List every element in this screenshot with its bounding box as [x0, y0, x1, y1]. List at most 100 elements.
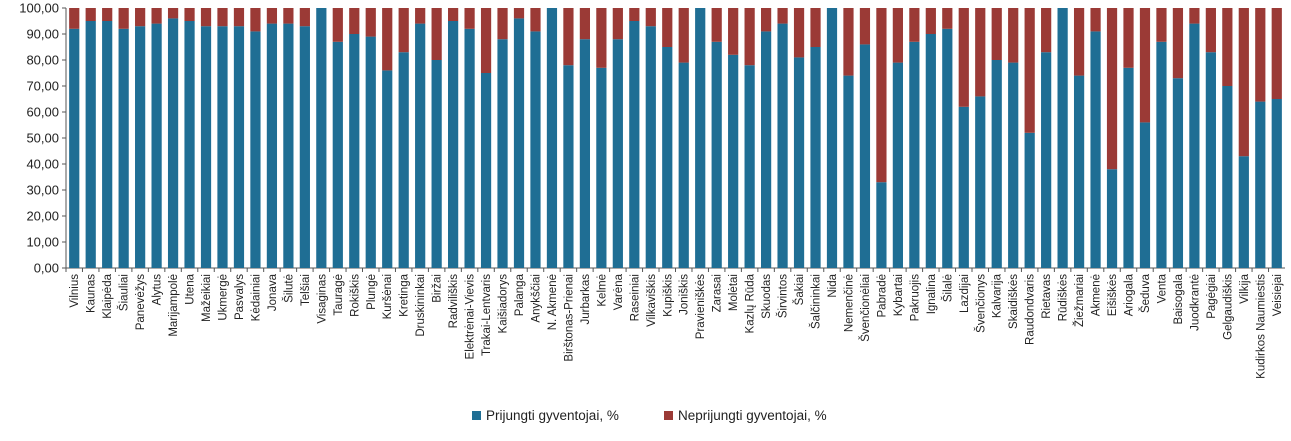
bar-prijungti [299, 26, 310, 269]
bar-neprijungti [728, 8, 739, 55]
bar-prijungti [1156, 41, 1167, 268]
x-tick-label: Kaunas [86, 274, 98, 313]
bar-neprijungti [69, 8, 80, 29]
bar-prijungti [382, 70, 393, 269]
bar-neprijungti [1106, 8, 1118, 170]
legend-label-prijungti: Prijungti gyventojai, % [486, 408, 619, 423]
bar-neprijungti [448, 8, 459, 21]
bar-prijungti [1073, 75, 1085, 268]
x-tick-label: Eišiškės [1107, 274, 1119, 316]
bar-neprijungti [1271, 8, 1282, 99]
bar-prijungti [1090, 31, 1101, 269]
bar-neprijungti [596, 8, 607, 68]
bar-neprijungti [1041, 8, 1052, 53]
bar-prijungti [645, 26, 656, 269]
bar-prijungti [233, 26, 245, 269]
x-tick-label: Baisogala [1173, 273, 1185, 324]
bar-neprijungti [102, 8, 113, 21]
bar-neprijungti [711, 8, 722, 42]
x-tick-label: Kudirkos Naumiestis [1255, 274, 1267, 379]
x-tick-label: Akmenė [1091, 274, 1103, 316]
x-tick-label: Elektrėnai-Vievis [465, 274, 477, 360]
x-tick-label: Kazlų Rūda [745, 273, 757, 333]
bar-prijungti [1189, 23, 1200, 268]
bar-prijungti [332, 41, 343, 268]
bar-prijungti [1222, 86, 1233, 268]
bar-prijungti [1123, 67, 1134, 268]
x-tick-label: Kelmė [596, 274, 608, 307]
bar-prijungti [1106, 169, 1118, 268]
bar-prijungti [316, 8, 327, 268]
bar-neprijungti [563, 8, 574, 66]
x-tick-label: Telšiai [300, 274, 312, 306]
x-tick-label: Ukmergė [217, 274, 229, 321]
x-tick-label: Joniškis [679, 274, 691, 315]
x-tick-label: Rietavas [1041, 274, 1053, 319]
bar-neprijungti [1205, 8, 1216, 53]
y-tick-label: 60,00 [26, 105, 59, 120]
x-tick-label: Kretinga [399, 273, 411, 316]
y-tick-label: 70,00 [26, 79, 59, 94]
y-tick-label: 50,00 [26, 131, 59, 146]
x-tick-label: Kėdainiai [250, 274, 262, 321]
x-tick-label: Pagėgiai [1206, 274, 1218, 319]
bar-neprijungti [1172, 8, 1184, 79]
bar-prijungti [464, 28, 475, 268]
bar-neprijungti [942, 8, 953, 29]
legend-swatch-prijungti [472, 411, 481, 420]
x-tick-label: Raudondvaris [1025, 274, 1037, 345]
bar-neprijungti [1255, 8, 1266, 102]
y-tick-label: 40,00 [26, 157, 59, 172]
bar-prijungti [728, 54, 739, 268]
bar-prijungti [167, 18, 179, 269]
x-tick-label: Žiežmariai [1073, 274, 1086, 327]
x-tick-label: Švenčionys [974, 274, 987, 333]
x-tick-label: Panevėžys [135, 274, 147, 331]
bar-prijungti [135, 26, 146, 269]
bar-prijungti [678, 62, 689, 268]
bar-neprijungti [299, 8, 310, 27]
bar-prijungti [200, 26, 212, 269]
bar-neprijungti [1189, 8, 1200, 24]
bar-prijungti [513, 18, 525, 269]
x-tick-label: Kuršėnai [382, 274, 394, 319]
x-tick-label: Tauragė [333, 274, 345, 316]
x-tick-label: Šilutė [282, 274, 295, 303]
x-tick-label: Nemenčinė [843, 274, 855, 332]
bar-neprijungti [497, 8, 508, 40]
x-tick-label: Šilalė [941, 274, 954, 302]
x-tick-label: Biržai [432, 274, 444, 303]
bar-prijungti [398, 52, 409, 269]
bar-neprijungti [629, 8, 640, 21]
x-tick-label: Birštonas-Prienai [563, 274, 575, 362]
bar-neprijungti [909, 8, 920, 42]
bar-neprijungti [464, 8, 475, 29]
bar-neprijungti [332, 8, 343, 42]
x-tick-label: Molėtai [728, 274, 740, 311]
bar-neprijungti [151, 8, 162, 24]
bar-neprijungti [382, 8, 393, 71]
bar-prijungti [1057, 8, 1068, 268]
bar-prijungti [530, 31, 541, 269]
x-tick-label: Raseiniai [629, 274, 641, 321]
x-tick-label: Mažeikiai [201, 274, 213, 322]
bar-prijungti [1041, 52, 1052, 269]
x-tick-label: Juodkrantė [1189, 274, 1201, 331]
x-tick-label: Pabradė [876, 274, 888, 317]
x-tick-label: Alytus [152, 274, 164, 306]
bar-prijungti [975, 96, 986, 269]
bar-neprijungti [118, 8, 129, 29]
bar-prijungti [793, 57, 805, 269]
x-tick-label: Skuodas [761, 274, 773, 319]
bar-neprijungti [1123, 8, 1134, 68]
x-tick-label: Širvintos [777, 274, 790, 318]
bar-prijungti [596, 67, 607, 268]
bar-neprijungti [1073, 8, 1085, 76]
bar-prijungti [711, 41, 722, 268]
x-tick-label: Vilnius [69, 274, 81, 308]
x-tick-label: Venta [1156, 273, 1168, 303]
bar-prijungti [859, 44, 871, 269]
x-tick-label: Šiauliai [118, 274, 131, 311]
bar-prijungti [184, 21, 195, 268]
y-tick-label: 0,00 [34, 261, 59, 276]
